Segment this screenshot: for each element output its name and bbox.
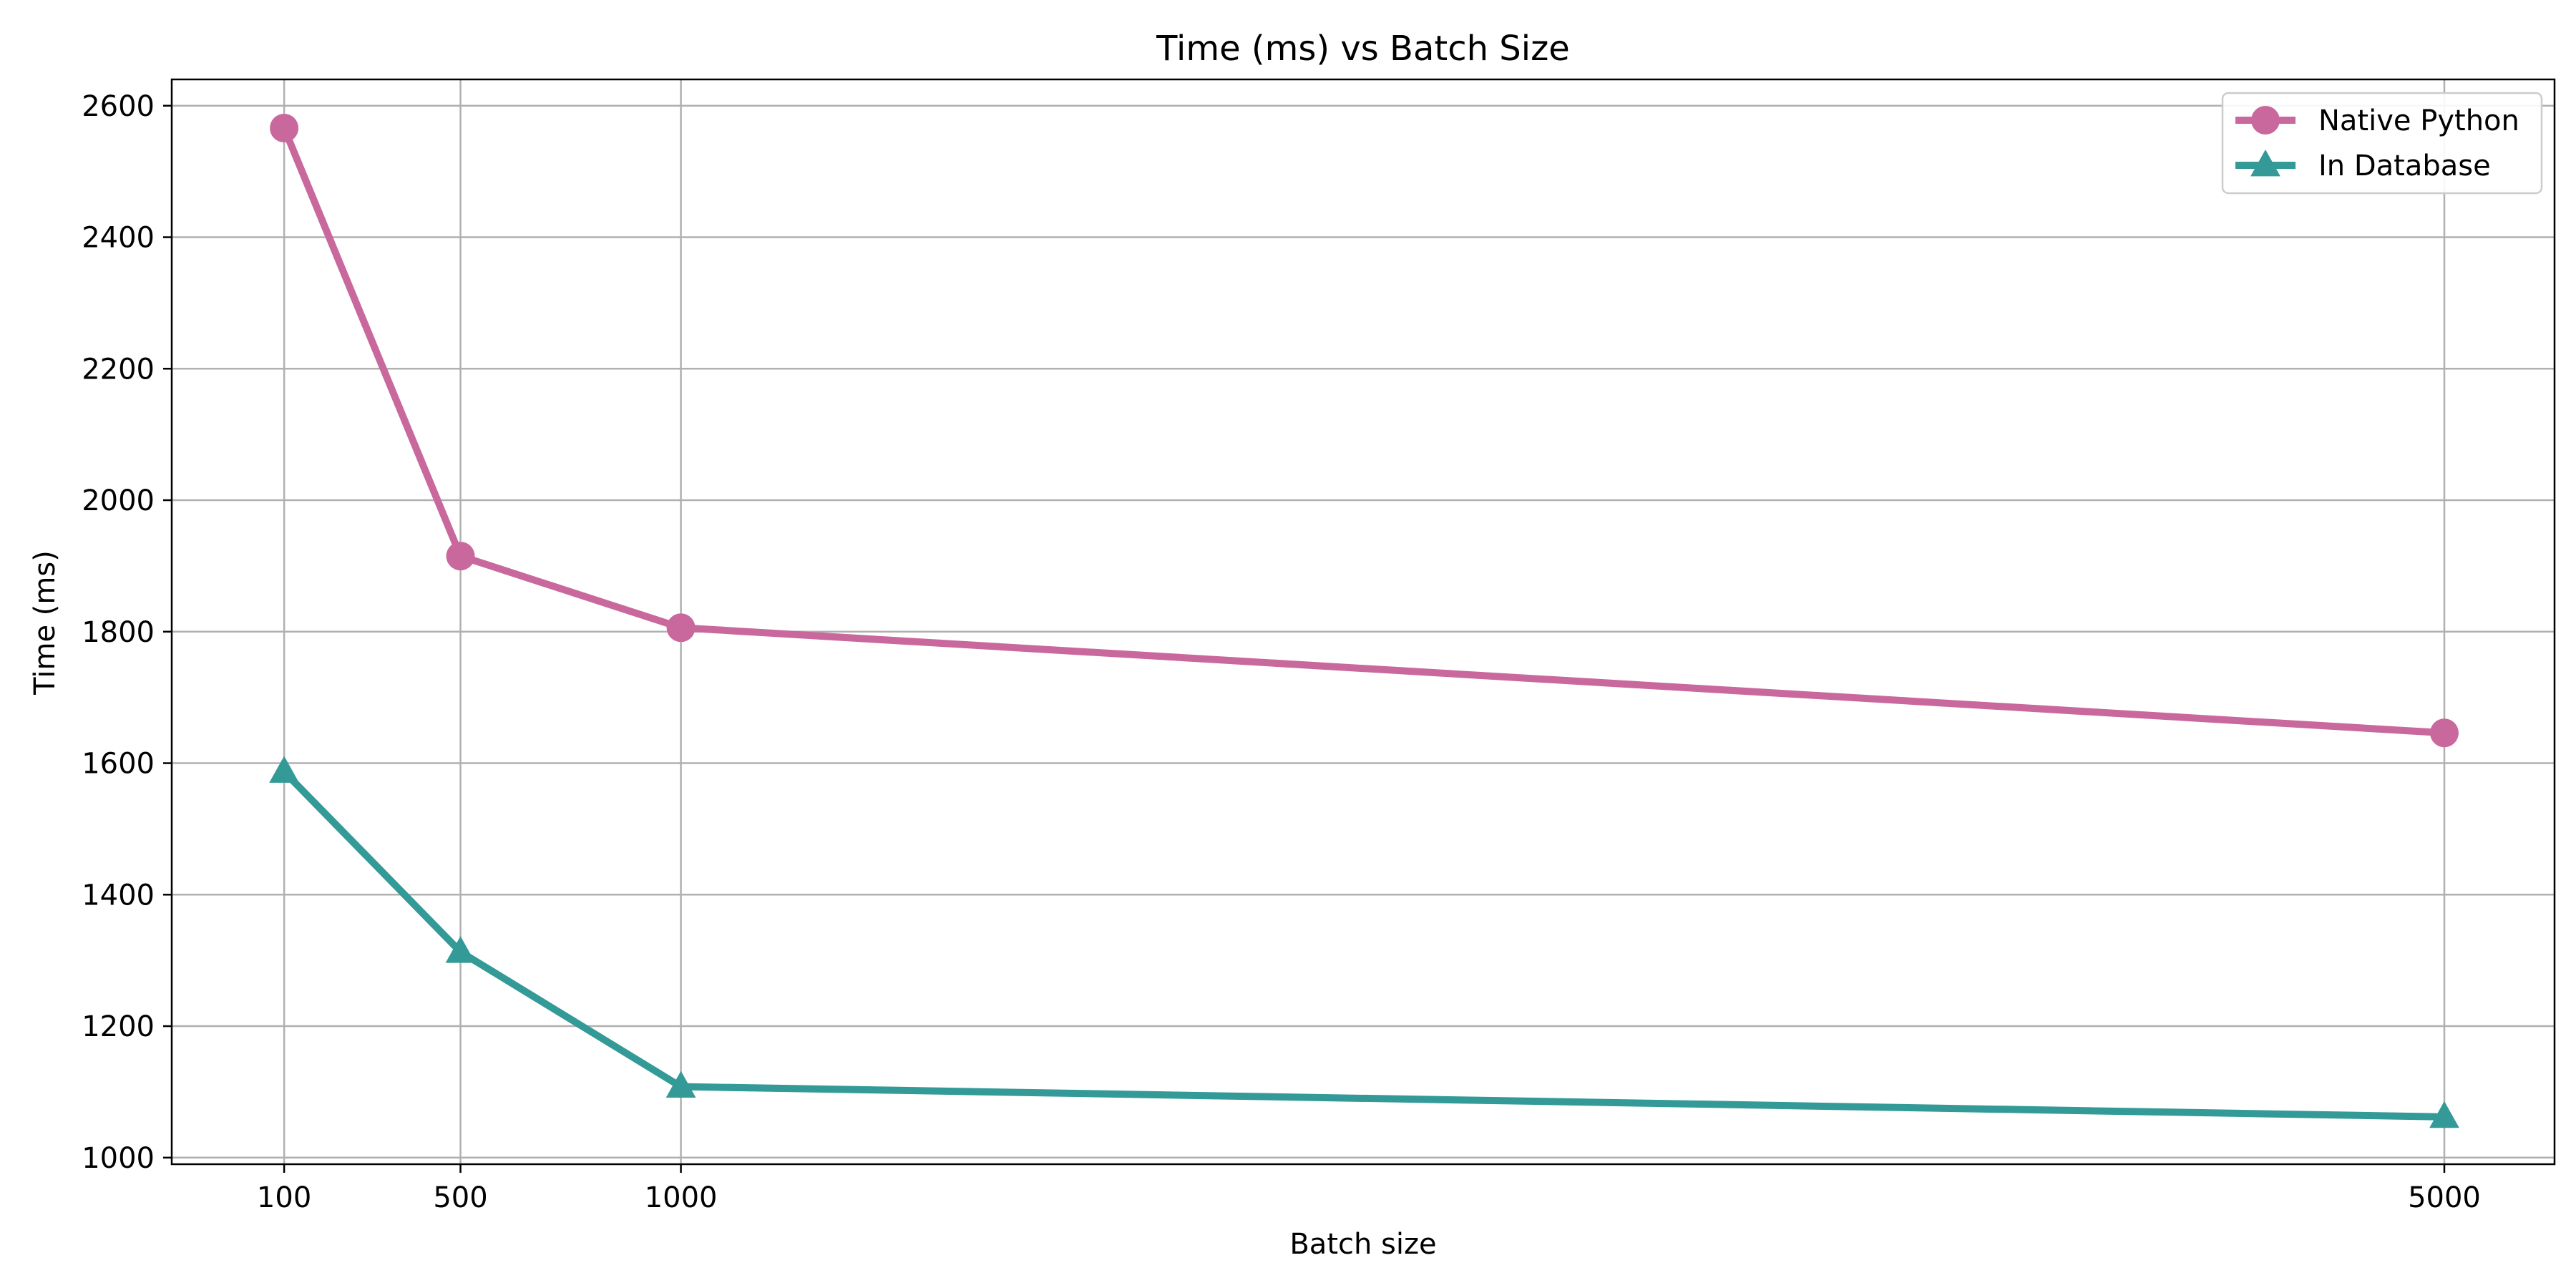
y-tick-label: 1800 [82, 616, 155, 649]
y-tick-label: 2400 [82, 222, 155, 255]
y-axis-label: Time (ms) [29, 550, 62, 696]
legend-swatch-marker [2250, 150, 2280, 177]
data-point-marker [445, 936, 476, 963]
data-point-marker [269, 756, 300, 783]
series-line [280, 768, 2448, 1121]
data-point-marker [2429, 718, 2459, 748]
x-tick-label: 5000 [2408, 1181, 2481, 1214]
plot-frame [170, 78, 2556, 1166]
y-tick-label: 1400 [82, 879, 155, 912]
y-tick-label: 2000 [82, 484, 155, 517]
x-axis-ticks: 100 500 1000 5000 [257, 1164, 2481, 1214]
legend-item: Native Python [2235, 104, 2519, 137]
x-tick-label: 100 [257, 1181, 311, 1214]
series-line [280, 124, 2448, 737]
y-tick-label: 1200 [82, 1010, 155, 1043]
data-point-marker [665, 1070, 696, 1098]
series-1 [269, 756, 2459, 1128]
legend-item: In Database [2235, 150, 2491, 182]
legend-frame [2221, 92, 2543, 195]
legend: Native Python In Database [2221, 92, 2543, 195]
y-tick-label: 1000 [82, 1142, 155, 1175]
legend-label: In Database [2318, 150, 2491, 182]
x-axis-label: Batch size [1289, 1228, 1436, 1261]
series-0 [270, 113, 2459, 748]
chart-title: Time (ms) vs Batch Size [1156, 29, 1570, 69]
data-point-marker [446, 542, 475, 571]
data-point-marker [270, 113, 299, 142]
legend-swatch-marker [2251, 106, 2280, 135]
data-point-marker [2429, 1101, 2459, 1128]
x-tick-label: 500 [433, 1181, 487, 1214]
series-layer [269, 113, 2459, 1128]
x-tick-label: 1000 [645, 1181, 718, 1214]
legend-label: Native Python [2318, 104, 2519, 137]
data-point-marker [666, 613, 696, 643]
y-tick-label: 2200 [82, 353, 155, 386]
y-axis-ticks: 1000 1200 1400 1600 1800 2000 2200 2400 2600 [82, 90, 172, 1175]
y-tick-label: 2600 [82, 90, 155, 123]
y-tick-label: 1600 [82, 748, 155, 781]
